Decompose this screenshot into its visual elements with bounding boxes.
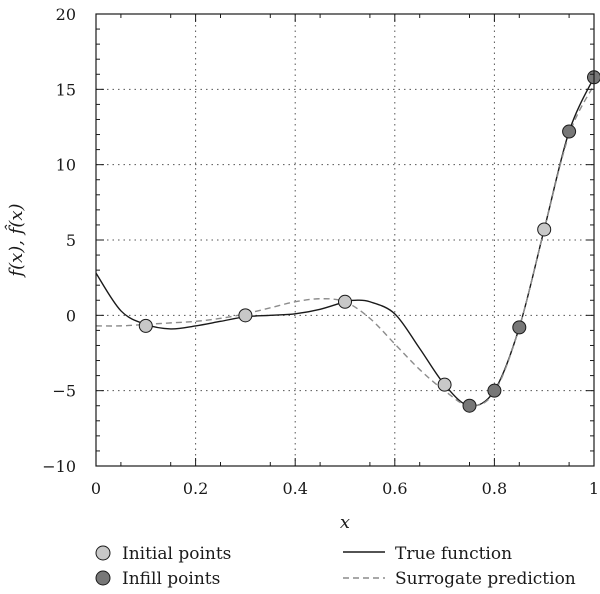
surrogate-prediction-line bbox=[95, 84, 595, 407]
initial-point bbox=[537, 222, 552, 237]
legend-true-label: True function bbox=[395, 544, 512, 564]
initial-point bbox=[338, 294, 352, 309]
tick-labels: 0 0.2 0.4 0.6 0.8 1 −10 −5 0 5 10 15 20 bbox=[42, 5, 599, 498]
infill-point bbox=[462, 398, 477, 413]
y-tick-label: 0 bbox=[66, 306, 76, 325]
x-tick-label: 0.8 bbox=[482, 479, 507, 498]
legend-infill-label: Infill points bbox=[122, 569, 220, 589]
y-tick-label: −10 bbox=[42, 457, 76, 476]
legend-initial-marker bbox=[95, 545, 111, 561]
x-axis-label: x bbox=[340, 512, 350, 533]
legend-surrogate-label: Surrogate prediction bbox=[395, 569, 576, 589]
y-tick-label: 20 bbox=[56, 5, 76, 24]
legend-infill-marker bbox=[95, 570, 111, 586]
y-axis-label: f(x), f̂(x) bbox=[4, 203, 27, 278]
x-tick-label: 0.6 bbox=[382, 479, 407, 498]
data-points bbox=[138, 70, 600, 413]
y-tick-label: 5 bbox=[66, 231, 76, 250]
initial-point bbox=[138, 318, 153, 333]
infill-point bbox=[487, 383, 502, 398]
legend: Initial points Infill points True functi… bbox=[95, 544, 576, 589]
x-tick-label: 1 bbox=[589, 479, 599, 498]
true-function-line bbox=[95, 76, 595, 407]
x-tick-label: 0.2 bbox=[183, 479, 208, 498]
y-tick-label: 15 bbox=[56, 80, 76, 99]
x-tick-label: 0 bbox=[91, 479, 101, 498]
infill-point bbox=[512, 320, 527, 335]
initial-point bbox=[238, 308, 253, 323]
legend-initial-label: Initial points bbox=[122, 544, 231, 564]
series-lines bbox=[95, 76, 595, 407]
x-tick-label: 0.4 bbox=[282, 479, 307, 498]
axis-ticks bbox=[95, 13, 595, 467]
grid-lines bbox=[96, 14, 594, 466]
infill-point bbox=[562, 124, 577, 139]
y-tick-label: 10 bbox=[56, 156, 76, 175]
initial-point bbox=[437, 377, 452, 392]
y-tick-label: −5 bbox=[52, 382, 76, 401]
